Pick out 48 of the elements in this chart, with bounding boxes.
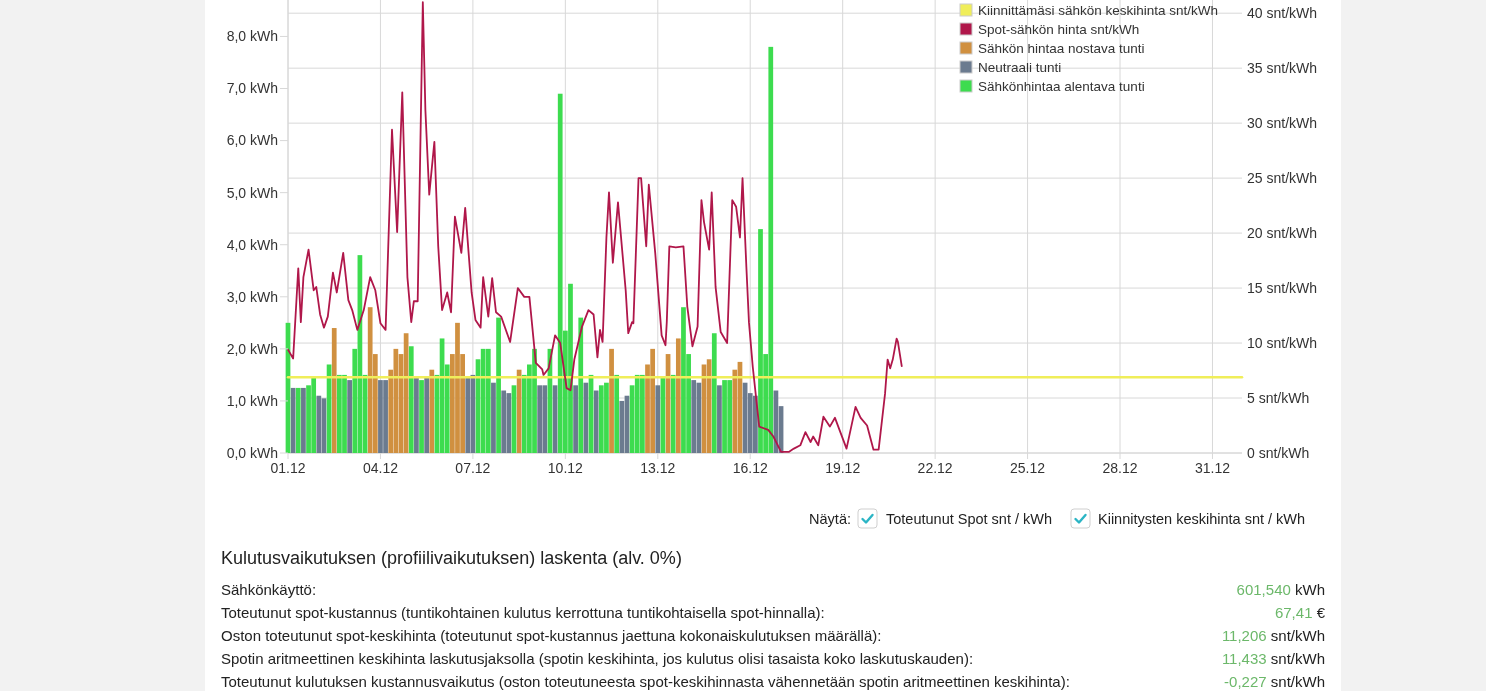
text: 601,540 kWh	[1236, 581, 1325, 598]
text: 67,41 €	[1274, 604, 1326, 621]
y2-tick-label: 10 snt/kWh	[1247, 334, 1318, 351]
legend-label: Sähkönhintaa alentava tunti	[978, 78, 1145, 94]
x-tick-label: 22.12	[917, 460, 953, 476]
y-tick-label: 7,0 kWh	[226, 80, 278, 97]
y2-tick-label: 0 snt/kWh	[1247, 444, 1310, 461]
text: Oston toteutunut spot-keskihinta (toteutunut spot-kustannus jaettuna kokonaiskulutuksen määrällä):	[221, 627, 882, 644]
text: Toteutunut Spot snt / kWh	[886, 511, 1053, 528]
y-tick-label: 8,0 kWh	[226, 28, 278, 45]
legend-label: Sähkön hintaa nostava tunti	[978, 40, 1145, 56]
y-tick-label: 6,0 kWh	[226, 132, 278, 149]
text: 11,206 snt/kWh	[1221, 627, 1325, 644]
text: Kiinnitysten keskihinta snt / kWh	[1098, 511, 1306, 528]
x-tick-label: 25.12	[1010, 460, 1046, 476]
y2-tick-label: 5 snt/kWh	[1247, 389, 1310, 406]
text: -0,227 snt/kWh	[1224, 673, 1325, 690]
x-tick-label: 01.12	[270, 460, 306, 476]
y2-tick-label: 35 snt/kWh	[1247, 60, 1318, 77]
text: Toteutunut spot-kustannus (tuntikohtainen kulutus kerrottuna tuntikohtaisella spot-hinnalla):	[221, 604, 825, 621]
y-tick-label: 1,0 kWh	[226, 392, 278, 409]
y-tick-label: 5,0 kWh	[226, 184, 278, 201]
text: Näytä:	[809, 511, 851, 528]
text: Spotin aritmeettinen keskihinta laskutusjaksolla (spotin keskihinta, jos kulutus olisi tasaista koko laskutuskauden):	[221, 650, 974, 667]
x-tick-label: 16.12	[732, 460, 768, 476]
y2-tick-label: 40 snt/kWh	[1247, 5, 1318, 22]
y2-tick-label: 30 snt/kWh	[1247, 115, 1318, 132]
legend-label: Spot-sähkön hinta snt/kWh	[978, 21, 1140, 37]
legend-label: Neutraali tunti	[978, 59, 1062, 75]
y2-tick-label: 15 snt/kWh	[1247, 279, 1318, 296]
y-tick-label: 0,0 kWh	[226, 444, 278, 461]
text: Sähkönkäyttö:	[221, 581, 317, 598]
x-tick-label: 13.12	[640, 460, 676, 476]
y-tick-label: 2,0 kWh	[226, 340, 278, 357]
text: Kulutusvaikutuksen (profiilivaikutuksen) laskenta (alv. 0%)	[221, 548, 682, 569]
x-tick-label: 04.12	[362, 460, 399, 476]
x-tick-label: 19.12	[825, 460, 861, 476]
x-tick-label: 10.12	[547, 460, 584, 476]
y-tick-label: 3,0 kWh	[226, 288, 278, 305]
x-tick-label: 31.12	[1194, 460, 1231, 476]
y-tick-label: 4,0 kWh	[226, 236, 278, 253]
x-tick-label: 07.12	[455, 460, 491, 476]
y2-tick-label: 20 snt/kWh	[1247, 225, 1318, 241]
legend-label: Kiinnittämäsi sähkön keskihinta snt/kWh	[978, 2, 1219, 18]
text: 11,433 snt/kWh	[1221, 650, 1325, 667]
x-tick-label: 28.12	[1102, 460, 1138, 476]
text: Toteutunut kulutuksen kustannusvaikutus (oston toteutuneesta spot-keskihinnasta vähennetään spotin aritmeettinen keskihinta):	[221, 673, 1070, 690]
y2-tick-label: 25 snt/kWh	[1247, 170, 1318, 187]
